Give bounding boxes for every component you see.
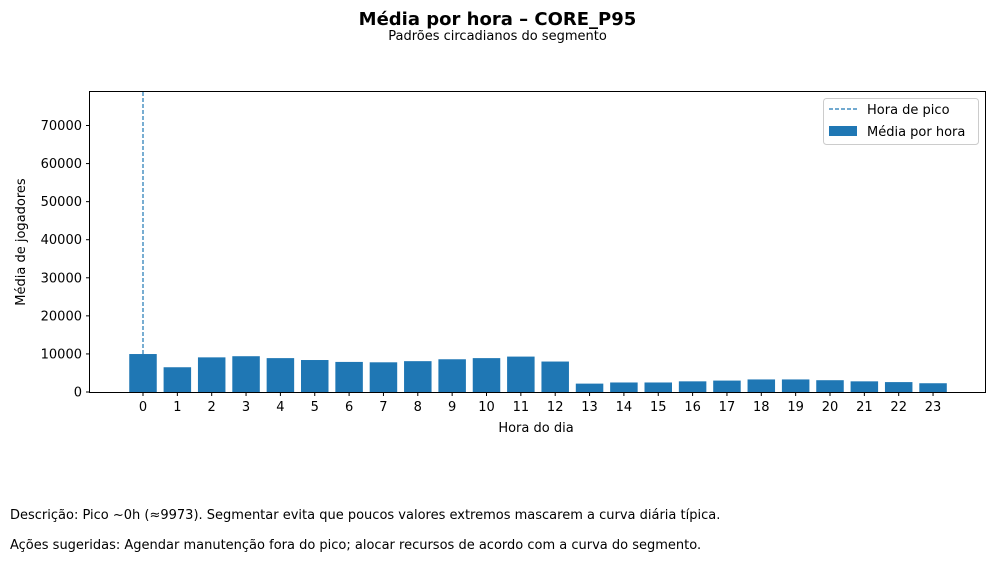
bar: [266, 358, 295, 392]
x-tick-label: 10: [478, 400, 495, 415]
bar: [335, 361, 363, 392]
bar: [644, 382, 672, 392]
bar: [129, 354, 157, 392]
legend-box: [823, 98, 979, 145]
bar: [541, 361, 569, 392]
bar: [781, 379, 810, 392]
x-tick-label: 2: [208, 400, 216, 415]
legend: Hora de pico Média por hora: [823, 98, 979, 145]
bar: [747, 379, 776, 392]
description-note: Descrição: Pico ~0h (≈9973). Segmentar e…: [10, 508, 721, 523]
x-tick-label: 23: [925, 400, 942, 415]
bar: [232, 356, 260, 392]
bar: [884, 382, 913, 392]
x-tick-label: 15: [650, 400, 667, 415]
x-axis-label: Hora do dia: [498, 421, 573, 436]
x-tick-label: 17: [719, 400, 736, 415]
x-ticks: 0 1 2 3 4 5 6 7 8 9 10 11 12 13 14 15 16 17 18 19 20 21 22 23: [139, 392, 941, 415]
legend-bar-swatch: [829, 126, 857, 136]
bar: [438, 359, 466, 392]
y-tick-label: 70000: [41, 119, 82, 134]
y-tick-label: 0: [74, 386, 82, 401]
legend-peak-label: Hora de pico: [867, 103, 950, 118]
bar: [163, 367, 192, 392]
x-tick-label: 7: [379, 400, 387, 415]
x-tick-label: 6: [345, 400, 353, 415]
plot-frame: [89, 91, 986, 393]
bar: [301, 360, 329, 392]
chart-title: Média por hora – CORE_P95: [358, 9, 637, 30]
legend-bar-label: Média por hora: [867, 125, 965, 140]
x-tick-label: 21: [856, 400, 873, 415]
y-tick-label: 10000: [41, 347, 82, 362]
y-axis-label: Média de jogadores: [14, 178, 29, 306]
y-tick-label: 50000: [41, 195, 82, 210]
bar: [197, 357, 226, 392]
chart-subtitle: Padrões circadianos do segmento: [388, 29, 607, 44]
y-tick-label: 20000: [41, 309, 82, 324]
bar: [404, 361, 432, 392]
x-tick-label: 19: [787, 400, 804, 415]
x-tick-label: 5: [311, 400, 319, 415]
bar: [610, 382, 638, 392]
x-tick-label: 12: [547, 400, 564, 415]
bar: [507, 356, 535, 392]
actions-note: Ações sugeridas: Agendar manutenção fora…: [10, 538, 702, 553]
bar: [850, 381, 879, 392]
y-ticks: 0 10000 20000 30000 40000 50000 60000 70000: [41, 119, 90, 401]
bar: [472, 358, 501, 392]
x-tick-label: 11: [513, 400, 530, 415]
x-tick-label: 4: [276, 400, 284, 415]
x-tick-label: 0: [139, 400, 147, 415]
x-tick-label: 18: [753, 400, 770, 415]
x-tick-label: 20: [822, 400, 839, 415]
x-tick-label: 13: [581, 400, 598, 415]
y-tick-label: 40000: [41, 233, 82, 248]
x-tick-label: 14: [616, 400, 633, 415]
x-tick-label: 16: [684, 400, 701, 415]
bars-layer: [129, 354, 947, 392]
bar: [713, 380, 741, 392]
y-tick-label: 30000: [41, 271, 82, 286]
x-tick-label: 9: [448, 400, 456, 415]
bar: [816, 380, 844, 392]
bar: [678, 381, 707, 392]
x-tick-label: 8: [414, 400, 422, 415]
bar: [919, 383, 947, 392]
x-tick-label: 1: [173, 400, 181, 415]
y-tick-label: 60000: [41, 157, 82, 172]
bar: [575, 383, 604, 392]
x-tick-label: 3: [242, 400, 250, 415]
x-tick-label: 22: [890, 400, 907, 415]
bar: [369, 362, 398, 392]
